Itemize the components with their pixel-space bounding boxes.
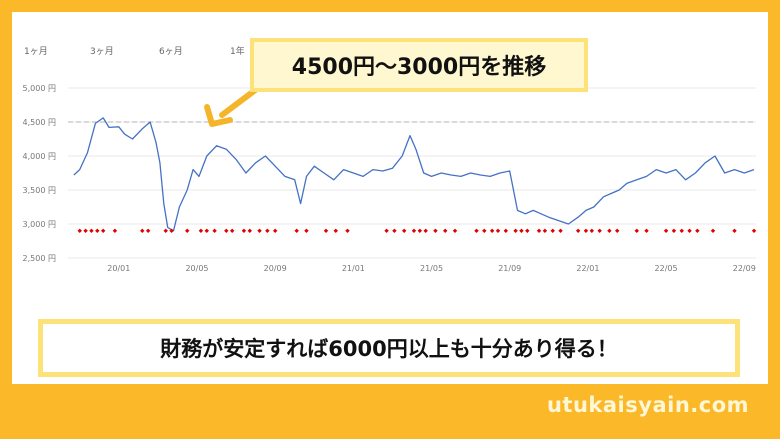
site-name: utukaisyain.com [546,393,750,417]
dividend-marker [607,228,612,233]
dividend-marker [229,228,235,233]
arrow-head-icon [204,104,233,127]
dividend-marker [575,228,581,233]
x-tick-label: 21/05 [420,264,443,273]
dividend-marker [519,228,524,233]
y-tick-label: 2,500 円 [23,254,56,263]
dividend-marker [272,228,278,233]
dividend-marker [679,228,684,233]
dividend-marker [513,228,518,233]
x-tick-label: 21/09 [498,264,521,273]
tab-1-month[interactable]: 1ヶ月 [24,47,48,57]
x-tick-label: 20/05 [185,264,208,273]
dividend-marker [482,228,487,233]
dividend-marker [411,228,417,233]
dividend-marker [384,228,389,233]
dividend-marker [224,228,229,233]
dividend-marker [323,228,329,233]
dividend-marker [212,228,217,233]
dividend-marker [241,228,247,233]
price-line [73,117,755,232]
dividend-marker [634,228,639,233]
dividend-marker [732,228,737,233]
tab-3-months[interactable]: 3ヶ月 [90,47,114,57]
tab-6-months[interactable]: 6ヶ月 [159,47,183,57]
x-tick-label: 20/01 [107,264,130,273]
dividend-marker [687,228,692,233]
dividend-marker [257,228,262,233]
y-tick-label: 4,000 円 [23,152,56,161]
dividend-marker [169,228,174,233]
dividend-marker [489,228,495,233]
dividend-marker [140,228,145,233]
dividend-marker [751,228,757,233]
dividend-marker [145,228,151,233]
dividend-marker [474,228,479,233]
dividend-marker [77,228,82,233]
dividend-marker [204,228,209,233]
dividend-marker [247,228,252,233]
x-tick-label: 22/09 [733,264,756,273]
dividend-marker [304,228,309,233]
dividend-marker [644,228,649,233]
dividend-marker [401,228,407,233]
tab-1-year[interactable]: 1年 [230,47,245,57]
y-tick-label: 5,000 円 [23,84,56,93]
callout-box: 4500円〜3000円を推移 [250,38,588,92]
message-box: 財務が安定すれば6000円以上も十分あり得る！ [38,319,740,377]
x-tick-label: 21/01 [342,264,365,273]
dividend-marker [100,228,106,233]
dividend-marker [536,228,542,233]
callout-text: 4500円〜3000円を推移 [291,55,547,80]
dividend-marker [345,228,350,233]
dividend-marker [558,228,563,233]
y-tick-label: 4,500 円 [23,118,56,127]
dividend-marker [423,228,428,233]
dividend-marker [265,228,270,233]
dividend-marker [443,228,448,233]
dividend-marker [112,228,118,233]
dividend-marker [503,228,509,233]
dividend-marker [417,228,423,233]
x-tick-label: 22/05 [655,264,678,273]
dividend-marker [185,228,190,233]
dividend-marker [294,228,299,233]
x-tick-label: 22/01 [576,264,599,273]
dividend-marker [89,228,94,233]
arrow-shaft [219,85,261,118]
dividend-marker [525,228,530,233]
dividend-marker [597,228,602,233]
dividend-marker [550,228,555,233]
dividend-marker [542,228,548,233]
dividend-marker [663,228,669,233]
dividend-marker [589,228,595,233]
dividend-marker [198,228,204,233]
dividend-marker [392,228,397,233]
dividend-marker [583,228,589,233]
y-tick-label: 3,000 円 [23,220,56,229]
dividend-marker [671,228,677,233]
y-tick-label: 3,500 円 [23,186,56,195]
message-text: 財務が安定すれば6000円以上も十分あり得る！ [160,337,618,361]
x-tick-label: 20/09 [264,264,287,273]
dividend-marker [83,228,88,233]
dividend-marker [695,228,700,233]
dividend-marker [333,228,338,233]
dividend-marker [163,228,168,233]
dividend-marker [710,228,716,233]
dividend-marker [495,228,501,233]
dividend-marker [615,228,620,233]
dividend-marker [452,228,458,233]
dividend-marker [433,228,438,233]
dividend-marker [95,228,100,233]
